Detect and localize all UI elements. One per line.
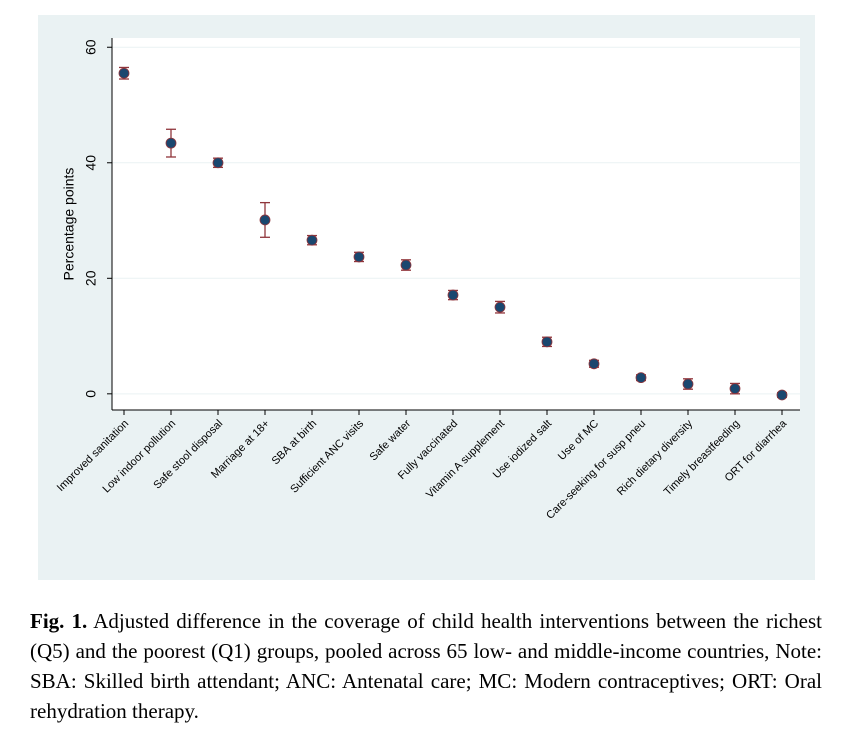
y-tick-label: 60 <box>83 39 99 55</box>
point <box>682 378 694 390</box>
y-tick-label: 20 <box>83 270 99 286</box>
point <box>447 289 459 301</box>
point <box>635 372 647 384</box>
caption: Fig. 1. Adjusted difference in the cover… <box>30 606 822 726</box>
point <box>259 214 271 226</box>
y-tick-label: 0 <box>83 390 99 398</box>
point <box>776 389 788 401</box>
point <box>541 336 553 348</box>
point <box>306 234 318 246</box>
plot-area <box>112 38 800 410</box>
y-axis-label: Percentage points <box>61 168 77 281</box>
y-tick-label: 40 <box>83 155 99 171</box>
point <box>118 67 130 79</box>
point <box>400 259 412 271</box>
point <box>729 383 741 395</box>
point <box>588 358 600 370</box>
caption-text: Adjusted difference in the coverage of c… <box>30 609 822 723</box>
point <box>494 301 506 313</box>
point <box>353 251 365 263</box>
point <box>165 137 177 149</box>
caption-label: Fig. 1. <box>30 609 88 633</box>
point <box>212 157 224 169</box>
